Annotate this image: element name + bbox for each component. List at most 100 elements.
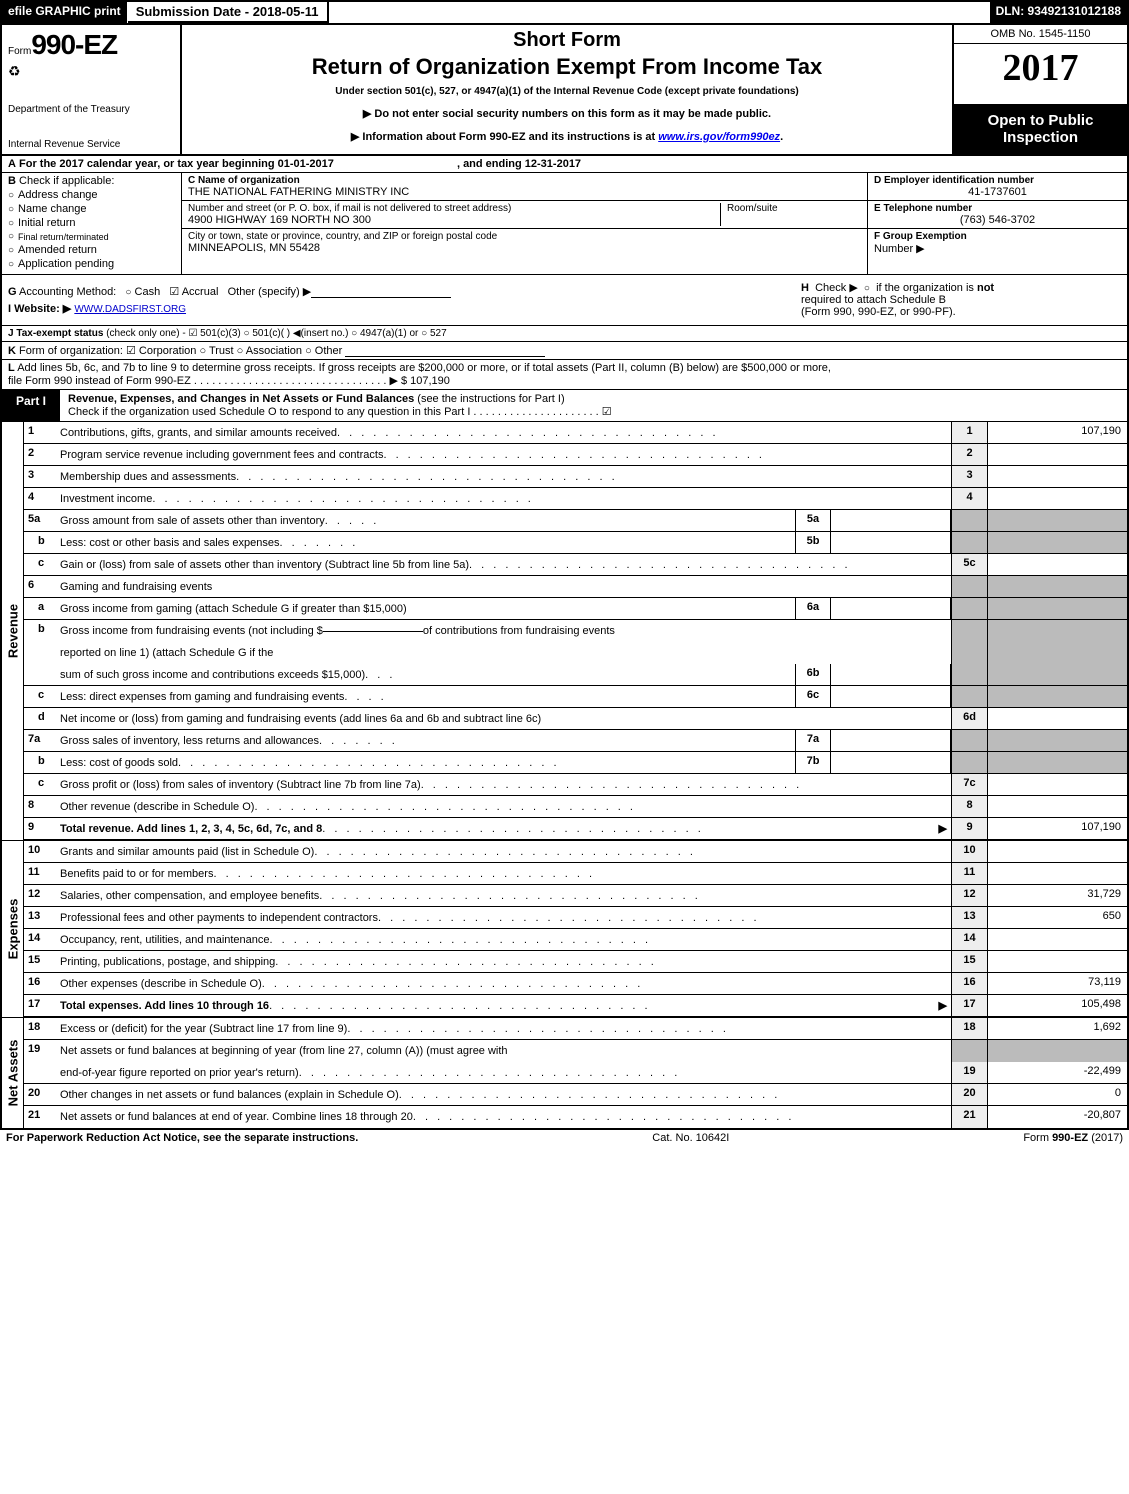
right-num: 6d — [951, 708, 987, 729]
ln-desc: Program service revenue including govern… — [56, 444, 951, 465]
instructions-link[interactable]: www.irs.gov/form990ez — [658, 131, 780, 143]
chk-name-change[interactable]: Name change — [8, 203, 175, 215]
dots — [299, 1067, 947, 1079]
dots — [269, 1000, 938, 1012]
desc-text: Other expenses (describe in Schedule O) — [60, 978, 262, 990]
right-val — [987, 598, 1127, 619]
h-not: not — [977, 282, 994, 294]
cell-city: City or town, state or province, country… — [182, 229, 867, 256]
other-specify-input[interactable] — [311, 297, 451, 298]
room-suite: Room/suite — [721, 203, 861, 226]
dots — [262, 978, 947, 990]
k-other-input[interactable] — [345, 356, 545, 357]
city-lbl: City or town, state or province, country… — [188, 231, 861, 242]
inner-num: 6a — [795, 598, 831, 619]
ln-num: 5a — [24, 510, 56, 531]
side-text: Expenses — [5, 899, 20, 960]
chk-lbl: Address change — [18, 189, 98, 201]
h-text3: required to attach Schedule B — [801, 294, 946, 306]
line-7a: 7a Gross sales of inventory, less return… — [24, 730, 1127, 752]
line-15: 15 Printing, publications, postage, and … — [24, 951, 1127, 973]
desc-text: Other revenue (describe in Schedule O) — [60, 801, 254, 813]
open-line1: Open to Public — [988, 112, 1094, 129]
dots — [365, 669, 395, 681]
part1-tag: Part I — [2, 390, 60, 421]
radio-icon[interactable] — [864, 282, 870, 294]
chk-app-pending[interactable]: Application pending — [8, 258, 175, 270]
line-5c: c Gain or (loss) from sale of assets oth… — [24, 554, 1127, 576]
dots — [344, 691, 384, 703]
right-val: 105,498 — [987, 995, 1127, 1016]
checkbox-icon[interactable] — [169, 286, 179, 298]
revenue-section: Revenue 1 Contributions, gifts, grants, … — [2, 422, 1127, 840]
efile-print-button[interactable]: efile GRAPHIC print — [2, 2, 128, 23]
ein-val: 41-1737601 — [874, 186, 1121, 198]
right-val — [987, 466, 1127, 487]
desc-text: Other changes in net assets or fund bala… — [60, 1089, 399, 1101]
ln-desc: Less: cost or other basis and sales expe… — [56, 532, 795, 553]
ln-desc: Total revenue. Add lines 1, 2, 3, 4, 5c,… — [56, 818, 951, 839]
chk-final-return[interactable]: Final return/terminated — [8, 231, 175, 242]
desc-text: Net income or (loss) from gaming and fun… — [60, 713, 541, 725]
line-6b-1: b Gross income from fundraising events (… — [24, 620, 1127, 642]
right-val: 31,729 — [987, 885, 1127, 906]
desc-text: Membership dues and assessments — [60, 471, 236, 483]
ln-num: 9 — [24, 818, 56, 839]
cell-group-exempt: F Group Exemption Number ▶ — [868, 229, 1127, 257]
chk-address-change[interactable]: Address change — [8, 189, 175, 201]
i-lbl: I Website: ▶ — [8, 303, 71, 315]
line-18: 18 Excess or (deficit) for the year (Sub… — [24, 1018, 1127, 1040]
inner-num: 7a — [795, 730, 831, 751]
right-val — [987, 863, 1127, 884]
desc-text: Grants and similar amounts paid (list in… — [60, 846, 314, 858]
desc-text: Investment income — [60, 493, 152, 505]
footer-right: Form 990-EZ (2017) — [1023, 1132, 1123, 1144]
dots — [399, 1089, 947, 1101]
radio-icon[interactable] — [125, 286, 131, 298]
right-val: -22,499 — [987, 1062, 1127, 1083]
dots — [236, 471, 947, 483]
ln-desc: end-of-year figure reported on prior yea… — [56, 1062, 951, 1083]
dots — [254, 801, 947, 813]
inner-num: 5a — [795, 510, 831, 531]
chk-lbl: Name change — [18, 203, 87, 215]
part1-paren: (see the instructions for Part I) — [417, 393, 564, 405]
h-lbl: H — [801, 282, 809, 294]
ln-desc: Other revenue (describe in Schedule O) — [56, 796, 951, 817]
right-num: 10 — [951, 841, 987, 862]
ln-num: 20 — [24, 1084, 56, 1105]
ln-desc: Gross sales of inventory, less returns a… — [56, 730, 795, 751]
chk-lbl: Application pending — [18, 258, 114, 270]
fundraising-amount-input[interactable] — [323, 631, 423, 632]
g-text: Accounting Method: — [19, 286, 116, 298]
part1-title-text: Revenue, Expenses, and Changes in Net As… — [68, 393, 414, 405]
inner-num: 6c — [795, 686, 831, 707]
right-num: 19 — [951, 1062, 987, 1083]
inner-val — [831, 510, 951, 531]
chk-initial-return[interactable]: Initial return — [8, 217, 175, 229]
ln-desc: Net income or (loss) from gaming and fun… — [56, 708, 951, 729]
line-17: 17 Total expenses. Add lines 10 through … — [24, 995, 1127, 1017]
netassets-side-label: Net Assets — [2, 1018, 24, 1128]
expenses-side-label: Expenses — [2, 841, 24, 1017]
ln-num: b — [24, 620, 56, 642]
right-num: 5c — [951, 554, 987, 575]
col-B-checkboxes: B Check if applicable: Address change Na… — [2, 173, 182, 274]
right-num — [951, 642, 987, 664]
right-num: 18 — [951, 1018, 987, 1039]
right-val — [987, 951, 1127, 972]
right-num: 3 — [951, 466, 987, 487]
ln-desc: Excess or (deficit) for the year (Subtra… — [56, 1018, 951, 1039]
ln-desc: Contributions, gifts, grants, and simila… — [56, 422, 951, 443]
footer-left: For Paperwork Reduction Act Notice, see … — [6, 1132, 358, 1144]
instruct-post: . — [780, 131, 783, 143]
omb-number: OMB No. 1545-1150 — [954, 25, 1127, 44]
chk-amended[interactable]: Amended return — [8, 244, 175, 256]
instruct-ssn: ▶ Do not enter social security numbers o… — [192, 107, 942, 120]
ln-desc: Other changes in net assets or fund bala… — [56, 1084, 951, 1105]
group-lbl2: Number ▶ — [874, 242, 1121, 255]
desc-text: Program service revenue including govern… — [60, 449, 383, 461]
website-link[interactable]: WWW.DADSFIRST.ORG — [74, 304, 186, 315]
right-val — [987, 929, 1127, 950]
right-num — [951, 620, 987, 642]
